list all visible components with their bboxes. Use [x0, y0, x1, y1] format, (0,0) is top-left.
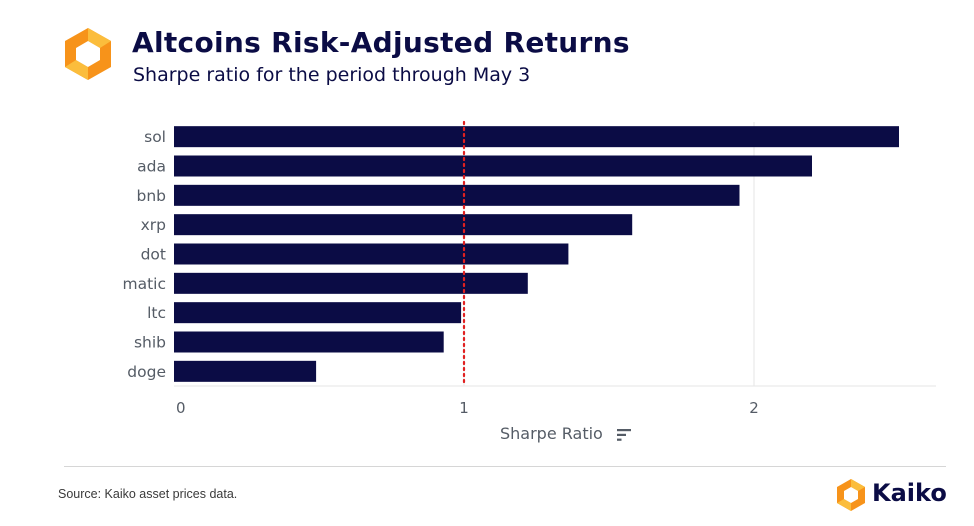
bar-doge: [174, 360, 317, 382]
category-label-ltc: ltc: [147, 304, 166, 322]
brand-name: Kaiko: [872, 479, 947, 507]
category-label-ada: ada: [137, 158, 166, 176]
bar-sol: [174, 126, 899, 148]
footer-divider: [64, 466, 946, 467]
kaiko-brand-icon: [837, 479, 865, 511]
category-label-sol: sol: [144, 128, 166, 146]
source-note: Source: Kaiko asset prices data.: [58, 487, 238, 501]
chart-subtitle: Sharpe ratio for the period through May …: [133, 64, 531, 86]
x-axis-label: Sharpe Ratio: [500, 424, 603, 443]
bar-chart: sol ada bnb xrp dot matic ltc shib doge 0 1 2: [122, 120, 936, 417]
bar-ltc: [174, 302, 462, 324]
bar-matic: [174, 272, 528, 294]
chart-title: Altcoins Risk-Adjusted Returns: [132, 26, 630, 59]
category-label-xrp: xrp: [141, 216, 166, 234]
bar-bnb: [174, 184, 740, 206]
bar-dot: [174, 243, 569, 265]
category-label-doge: doge: [127, 363, 166, 381]
category-label-dot: dot: [141, 246, 166, 264]
kaiko-logo-icon: [65, 28, 111, 80]
x-tick-label-1: 1: [459, 399, 469, 417]
category-label-matic: matic: [122, 275, 166, 293]
bar-ada: [174, 155, 812, 177]
sort-icon[interactable]: [617, 429, 631, 441]
category-label-bnb: bnb: [136, 187, 166, 205]
bar-xrp: [174, 214, 633, 236]
x-tick-label-2: 2: [749, 399, 759, 417]
x-tick-label-0: 0: [176, 399, 186, 417]
category-label-shib: shib: [134, 334, 166, 352]
bar-shib: [174, 331, 444, 353]
